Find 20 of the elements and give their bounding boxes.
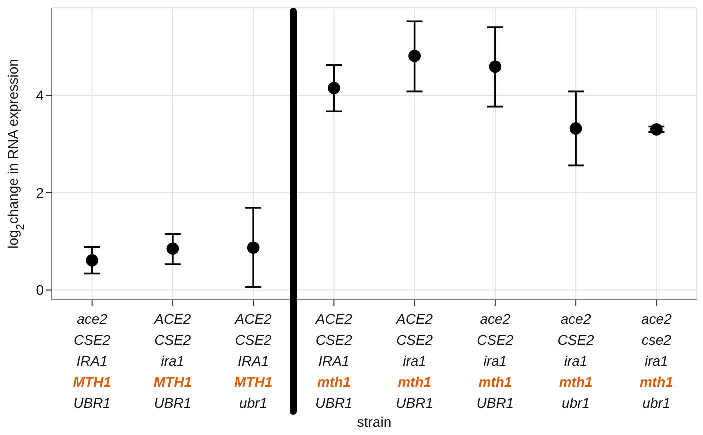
x-tick-label: ace2 cse2 ira1 mth1 ubr1 <box>640 311 674 411</box>
point <box>166 242 180 256</box>
point <box>650 124 663 136</box>
point <box>247 242 260 254</box>
point <box>328 82 340 94</box>
x-tick-label: ACE2 CSE2 IRA1 MTH1 ubr1 <box>234 311 273 411</box>
x-tick-label: ace2 CSE2 ira1 mth1 UBR1 <box>476 311 514 411</box>
point <box>408 50 421 62</box>
x-axis-title: strain <box>357 414 392 430</box>
point <box>489 60 502 74</box>
y-tick-label: 4 <box>36 88 44 104</box>
x-tick-label: ace2 CSE2 ira1 mth1 ubr1 <box>558 311 595 411</box>
x-tick-label: ACE2 CSE2 IRA1 mth1 UBR1 <box>314 311 353 411</box>
x-tick-label: ACE2 CSE2 ira1 MTH1 UBR1 <box>154 311 192 411</box>
x-tick-label: ace2 CSE2 IRA1 MTH1 UBR1 <box>73 311 112 411</box>
y-tick-label: 0 <box>36 282 44 298</box>
x-tick-label: ACE2 CSE2 ira1 mth1 UBR1 <box>396 311 434 411</box>
point <box>86 254 98 267</box>
y-tick-label: 2 <box>36 184 44 201</box>
point <box>570 122 582 135</box>
